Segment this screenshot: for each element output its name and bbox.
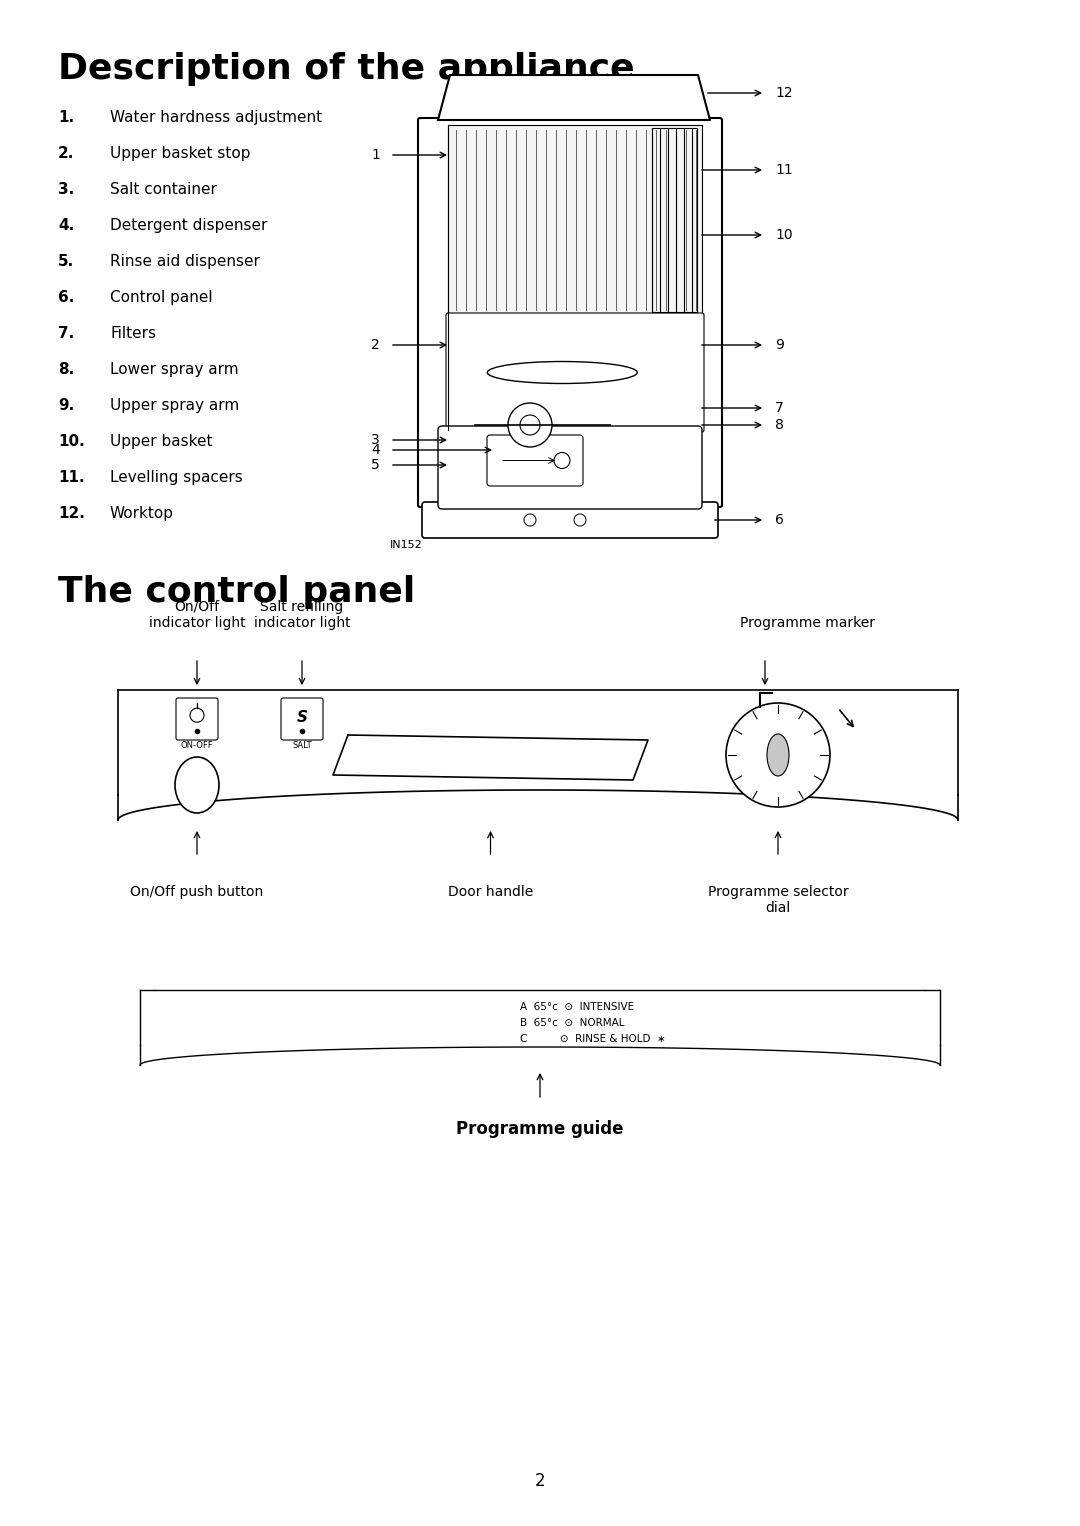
Text: Levelling spacers: Levelling spacers xyxy=(110,470,243,485)
Text: 2: 2 xyxy=(535,1473,545,1489)
Text: SALT: SALT xyxy=(293,742,312,749)
Text: Salt container: Salt container xyxy=(110,182,217,197)
Ellipse shape xyxy=(175,757,219,813)
Text: 5: 5 xyxy=(372,458,380,472)
Text: 12: 12 xyxy=(775,85,793,101)
Circle shape xyxy=(519,415,540,435)
Text: 8.: 8. xyxy=(58,362,75,377)
Text: Worktop: Worktop xyxy=(110,507,174,520)
Text: 3: 3 xyxy=(372,433,380,447)
Ellipse shape xyxy=(487,362,637,383)
Text: Lower spray arm: Lower spray arm xyxy=(110,362,239,377)
Text: 6.: 6. xyxy=(58,290,75,305)
Bar xyxy=(652,128,697,311)
Text: 1: 1 xyxy=(372,148,380,162)
Text: Detergent dispenser: Detergent dispenser xyxy=(110,218,268,233)
FancyBboxPatch shape xyxy=(176,697,218,740)
Text: 10.: 10. xyxy=(58,433,84,449)
Text: Description of the appliance: Description of the appliance xyxy=(58,52,635,85)
FancyBboxPatch shape xyxy=(418,118,723,507)
Text: Upper basket stop: Upper basket stop xyxy=(110,146,251,162)
Text: On/Off
indicator light: On/Off indicator light xyxy=(149,600,245,630)
Text: Upper spray arm: Upper spray arm xyxy=(110,398,240,414)
Text: 10: 10 xyxy=(775,227,793,243)
Text: A  65°c  ⊙  INTENSIVE: A 65°c ⊙ INTENSIVE xyxy=(519,1003,634,1012)
Text: 2.: 2. xyxy=(58,146,75,162)
Text: Salt refilling
indicator light: Salt refilling indicator light xyxy=(254,600,350,630)
Text: Door handle: Door handle xyxy=(448,885,534,899)
Circle shape xyxy=(726,703,831,807)
Text: 4: 4 xyxy=(372,443,380,456)
Circle shape xyxy=(508,403,552,447)
Circle shape xyxy=(554,453,570,468)
FancyBboxPatch shape xyxy=(422,502,718,539)
Text: 11: 11 xyxy=(775,163,793,177)
Text: Rinse aid dispenser: Rinse aid dispenser xyxy=(110,253,260,269)
FancyBboxPatch shape xyxy=(281,697,323,740)
Bar xyxy=(448,125,702,314)
Text: Programme guide: Programme guide xyxy=(456,1120,624,1138)
Text: 12.: 12. xyxy=(58,507,85,520)
Text: IN152: IN152 xyxy=(390,540,422,549)
FancyBboxPatch shape xyxy=(487,435,583,485)
Text: Water hardness adjustment: Water hardness adjustment xyxy=(110,110,322,125)
Polygon shape xyxy=(333,736,648,780)
Ellipse shape xyxy=(767,734,789,777)
Text: 3.: 3. xyxy=(58,182,75,197)
Text: 6: 6 xyxy=(775,513,784,526)
Text: Filters: Filters xyxy=(110,327,156,340)
Text: 11.: 11. xyxy=(58,470,84,485)
Text: 9: 9 xyxy=(775,337,784,353)
Text: 2: 2 xyxy=(372,337,380,353)
Text: Control panel: Control panel xyxy=(110,290,213,305)
Text: 7.: 7. xyxy=(58,327,75,340)
FancyBboxPatch shape xyxy=(438,426,702,510)
Text: S: S xyxy=(297,710,308,725)
Text: ON-OFF: ON-OFF xyxy=(180,742,214,749)
Text: On/Off push button: On/Off push button xyxy=(131,885,264,899)
Text: 7: 7 xyxy=(775,401,784,415)
Text: C          ⊙  RINSE & HOLD  ∗: C ⊙ RINSE & HOLD ∗ xyxy=(519,1035,665,1044)
Text: 8: 8 xyxy=(775,418,784,432)
Text: Programme marker: Programme marker xyxy=(741,617,876,630)
Polygon shape xyxy=(438,75,710,121)
Text: Programme selector
dial: Programme selector dial xyxy=(707,885,848,916)
Text: Upper basket: Upper basket xyxy=(110,433,213,449)
Text: The control panel: The control panel xyxy=(58,575,415,609)
Text: 9.: 9. xyxy=(58,398,75,414)
Text: B  65°c  ⊙  NORMAL: B 65°c ⊙ NORMAL xyxy=(519,1018,624,1029)
Text: 5.: 5. xyxy=(58,253,75,269)
Text: 4.: 4. xyxy=(58,218,75,233)
FancyBboxPatch shape xyxy=(446,313,704,432)
Text: 1.: 1. xyxy=(58,110,75,125)
